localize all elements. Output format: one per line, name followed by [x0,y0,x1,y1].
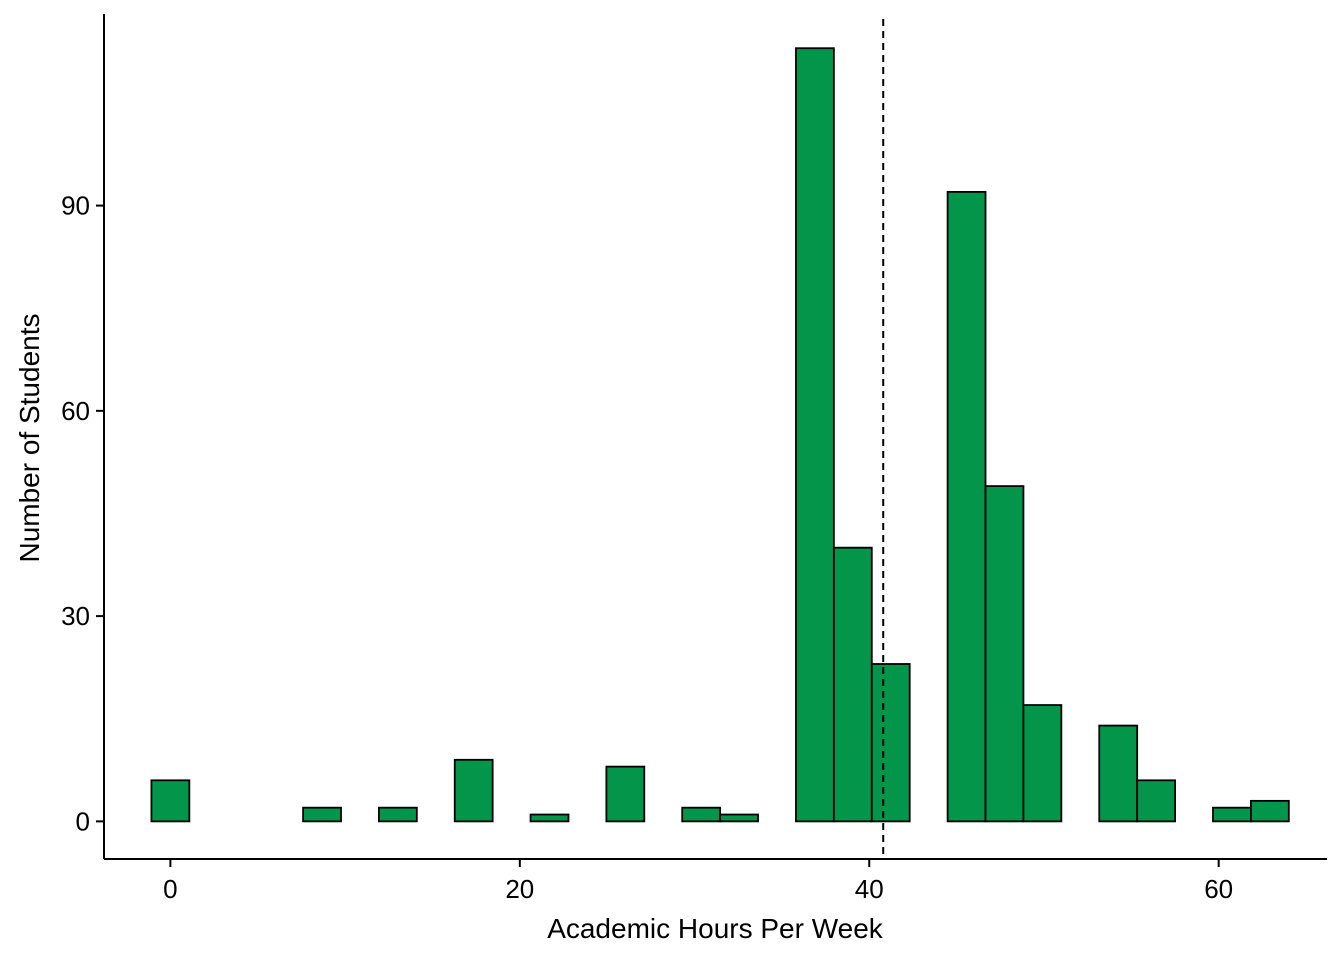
histogram-bar [1212,806,1252,823]
histogram-bar [302,806,342,823]
histogram-bar [946,190,987,823]
y-tick-label: 30 [61,601,90,631]
y-tick-label: 0 [76,806,90,836]
histogram-bar [605,765,646,823]
x-tick-label: 40 [855,874,884,904]
histogram-bar [378,806,418,823]
histogram-bar [1250,799,1290,823]
y-tick-label: 90 [61,191,90,221]
histogram-bar [529,813,570,823]
histogram-bar [795,47,835,823]
histogram-bar [1136,779,1176,823]
histogram-bar [984,485,1025,823]
histogram-bar [832,546,873,823]
x-tick-label: 0 [163,874,177,904]
histogram-bar [681,806,722,823]
histogram-bar [1022,704,1063,823]
histogram-bar [453,758,494,823]
y-tick-label: 60 [61,396,90,426]
histogram-bar [870,663,911,823]
x-ticks: 0 20 40 60 [163,859,1233,904]
bars-layer [150,47,1290,823]
x-tick-label: 20 [505,874,534,904]
histogram-bar [150,779,191,823]
x-axis-title: Academic Hours Per Week [547,913,884,944]
y-axis-title: Number of Students [14,313,45,562]
x-tick-label: 60 [1204,874,1233,904]
histogram-bar [1098,724,1139,823]
histogram-bar [719,813,759,823]
y-ticks: 0 30 60 90 [61,191,104,836]
